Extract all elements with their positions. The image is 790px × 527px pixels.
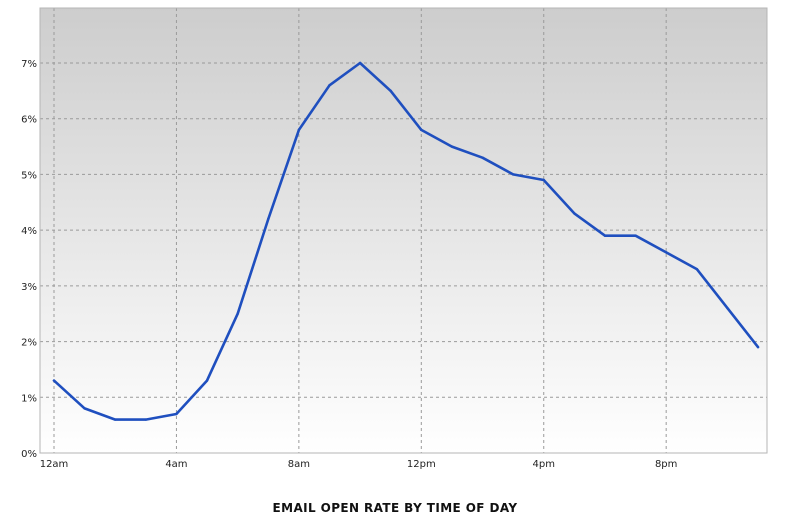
data-point [726,306,729,310]
data-point [205,379,209,382]
x-tick-label: 8am [288,459,310,470]
gridlines [40,8,767,453]
data-point [267,217,270,221]
data-point [664,251,668,254]
data-point [358,61,362,65]
data-point [328,84,331,87]
data-point [389,89,392,93]
x-axis-ticks: 12am 4am 8am 12pm 4pm 8pm [40,459,678,470]
series-layer [52,61,760,421]
data-point [573,212,576,215]
y-tick-label: 5% [21,170,37,181]
x-tick-label: 4pm [533,459,555,470]
data-point [420,128,423,132]
data-point [144,418,148,421]
y-tick-label: 6% [21,115,37,126]
data-point [114,418,117,421]
x-tick-label: 4am [165,459,187,470]
y-tick-label: 7% [21,59,37,70]
x-tick-label: 8pm [655,459,677,470]
series-line [52,61,760,421]
y-tick-label: 1% [21,393,37,404]
data-point [603,234,607,237]
data-point [236,312,239,315]
plot-frame [39,7,768,454]
data-point [481,156,484,159]
data-point [756,345,760,349]
data-point [297,128,301,132]
y-tick-label: 3% [21,282,37,293]
x-tick-label: 12am [40,459,69,470]
data-point [511,173,515,176]
y-tick-label: 0% [21,449,37,460]
data-point [83,407,86,410]
data-point [52,379,56,382]
y-tick-label: 4% [21,226,37,237]
data-point [175,412,178,416]
y-axis-ticks: 0% 1% 2% 3% 4% 5% 6% 7% [21,59,37,460]
data-point [695,267,698,271]
data-point [542,178,545,182]
data-point [450,145,454,148]
x-tick-label: 12pm [407,459,436,470]
y-tick-label: 2% [21,338,37,349]
data-point [634,234,637,237]
chart-title: EMAIL OPEN RATE BY TIME OF DAY [273,501,518,515]
